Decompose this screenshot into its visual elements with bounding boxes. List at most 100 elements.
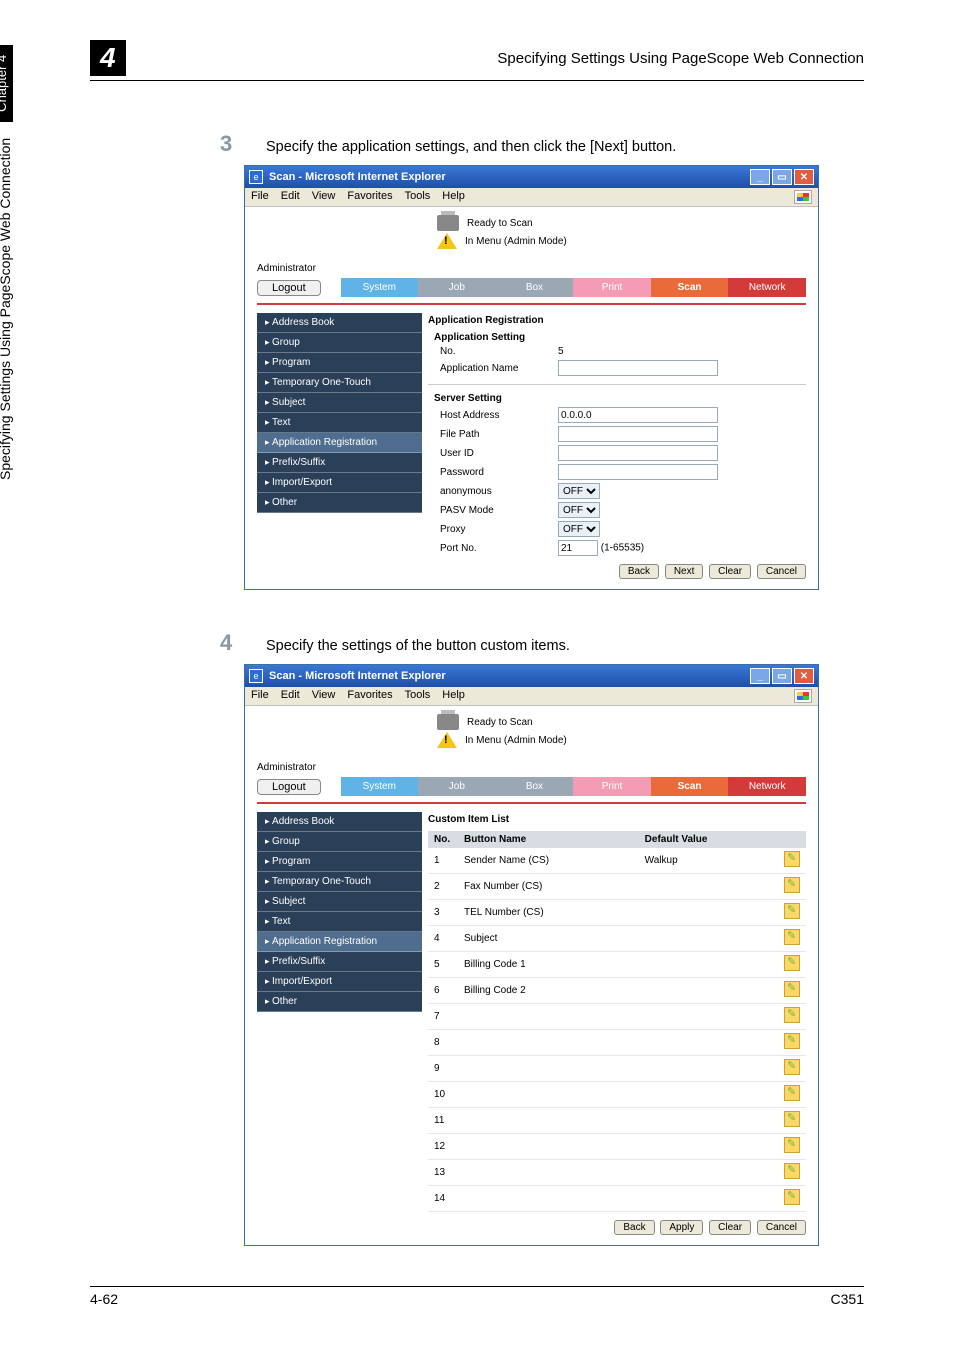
status-menu-text-2: In Menu (Admin Mode): [465, 735, 567, 746]
nav-group-2[interactable]: Group: [257, 832, 422, 852]
window-minimize-button-2[interactable]: _: [750, 668, 770, 684]
anonymous-select[interactable]: OFF: [558, 483, 600, 499]
menu-edit-2[interactable]: Edit: [281, 689, 300, 703]
nav-prefix-suffix[interactable]: Prefix/Suffix: [257, 453, 422, 473]
tab-print-2[interactable]: Print: [573, 777, 651, 796]
window-maximize-button-2[interactable]: ▭: [772, 668, 792, 684]
tab-job-2[interactable]: Job: [418, 777, 496, 796]
row-no: 12: [428, 1134, 458, 1160]
edit-icon[interactable]: [784, 851, 800, 867]
administrator-label-2: Administrator: [257, 762, 806, 773]
menu-favorites[interactable]: Favorites: [347, 190, 392, 204]
back-button-2[interactable]: Back: [614, 1220, 654, 1235]
window-maximize-button[interactable]: ▭: [772, 169, 792, 185]
file-path-input[interactable]: [558, 426, 718, 442]
tab-system-2[interactable]: System: [341, 777, 419, 796]
edit-icon[interactable]: [784, 955, 800, 971]
tab-job[interactable]: Job: [418, 278, 496, 297]
edit-icon[interactable]: [784, 1111, 800, 1127]
step-3-number: 3: [220, 131, 242, 157]
status-ready-text-2: Ready to Scan: [467, 717, 533, 728]
menu-help[interactable]: Help: [442, 190, 465, 204]
apply-button[interactable]: Apply: [660, 1220, 703, 1235]
nav-program[interactable]: Program: [257, 353, 422, 373]
tab-box[interactable]: Box: [496, 278, 574, 297]
proxy-select[interactable]: OFF: [558, 521, 600, 537]
edit-icon[interactable]: [784, 1137, 800, 1153]
cancel-button[interactable]: Cancel: [757, 564, 806, 579]
tab-print[interactable]: Print: [573, 278, 651, 297]
nav-group[interactable]: Group: [257, 333, 422, 353]
clear-button[interactable]: Clear: [709, 564, 751, 579]
window-close-button-2[interactable]: ✕: [794, 668, 814, 684]
file-path-label: File Path: [428, 429, 558, 440]
nav-import-export[interactable]: Import/Export: [257, 473, 422, 493]
menu-file[interactable]: File: [251, 190, 269, 204]
tab-scan-2[interactable]: Scan: [651, 777, 729, 796]
nav-program-2[interactable]: Program: [257, 852, 422, 872]
logout-button[interactable]: Logout: [257, 280, 321, 296]
user-id-input[interactable]: [558, 445, 718, 461]
application-name-input[interactable]: [558, 360, 718, 376]
edit-icon[interactable]: [784, 1059, 800, 1075]
edit-icon[interactable]: [784, 1085, 800, 1101]
cancel-button-2[interactable]: Cancel: [757, 1220, 806, 1235]
edit-icon[interactable]: [784, 929, 800, 945]
nav-text[interactable]: Text: [257, 413, 422, 433]
nav-temporary-one-touch[interactable]: Temporary One-Touch: [257, 373, 422, 393]
nav-application-registration-2[interactable]: Application Registration: [257, 932, 422, 952]
tab-network[interactable]: Network: [728, 278, 806, 297]
row-no: 13: [428, 1160, 458, 1186]
nav-other-2[interactable]: Other: [257, 992, 422, 1012]
password-label: Password: [428, 467, 558, 478]
tab-box-2[interactable]: Box: [496, 777, 574, 796]
nav-prefix-suffix-2[interactable]: Prefix/Suffix: [257, 952, 422, 972]
back-button[interactable]: Back: [619, 564, 659, 579]
menu-help-2[interactable]: Help: [442, 689, 465, 703]
host-address-input[interactable]: [558, 407, 718, 423]
nav-subject-2[interactable]: Subject: [257, 892, 422, 912]
edit-icon[interactable]: [784, 903, 800, 919]
table-row: 5Billing Code 1: [428, 952, 806, 978]
ie-logo-icon-2: [794, 689, 812, 703]
tab-system[interactable]: System: [341, 278, 419, 297]
nav-text-2[interactable]: Text: [257, 912, 422, 932]
pasv-mode-select[interactable]: OFF: [558, 502, 600, 518]
menu-favorites-2[interactable]: Favorites: [347, 689, 392, 703]
window-minimize-button[interactable]: _: [750, 169, 770, 185]
edit-icon[interactable]: [784, 877, 800, 893]
row-default-value: [639, 1056, 778, 1082]
edit-icon[interactable]: [784, 1007, 800, 1023]
menu-view[interactable]: View: [312, 190, 336, 204]
tab-network-2[interactable]: Network: [728, 777, 806, 796]
row-no: 11: [428, 1108, 458, 1134]
port-no-input[interactable]: [558, 540, 598, 556]
menu-view-2[interactable]: View: [312, 689, 336, 703]
clear-button-2[interactable]: Clear: [709, 1220, 751, 1235]
edit-icon[interactable]: [784, 1163, 800, 1179]
port-no-label: Port No.: [428, 543, 558, 554]
menu-tools[interactable]: Tools: [405, 190, 431, 204]
next-button[interactable]: Next: [665, 564, 704, 579]
nav-address-book[interactable]: Address Book: [257, 313, 422, 333]
ie-window-shot1: e Scan - Microsoft Internet Explorer _ ▭…: [244, 165, 819, 590]
password-input[interactable]: [558, 464, 718, 480]
menu-edit[interactable]: Edit: [281, 190, 300, 204]
edit-icon[interactable]: [784, 981, 800, 997]
window-close-button[interactable]: ✕: [794, 169, 814, 185]
nav-address-book-2[interactable]: Address Book: [257, 812, 422, 832]
edit-icon[interactable]: [784, 1189, 800, 1205]
ie-logo-icon: [794, 190, 812, 204]
menu-file-2[interactable]: File: [251, 689, 269, 703]
warning-icon-2: [437, 732, 457, 748]
menu-tools-2[interactable]: Tools: [405, 689, 431, 703]
nav-subject[interactable]: Subject: [257, 393, 422, 413]
nav-temporary-one-touch-2[interactable]: Temporary One-Touch: [257, 872, 422, 892]
nav-other[interactable]: Other: [257, 493, 422, 513]
tab-scan[interactable]: Scan: [651, 278, 729, 297]
logout-button-2[interactable]: Logout: [257, 779, 321, 795]
nav-import-export-2[interactable]: Import/Export: [257, 972, 422, 992]
edit-icon[interactable]: [784, 1033, 800, 1049]
nav-application-registration[interactable]: Application Registration: [257, 433, 422, 453]
row-button-name: [458, 1134, 639, 1160]
